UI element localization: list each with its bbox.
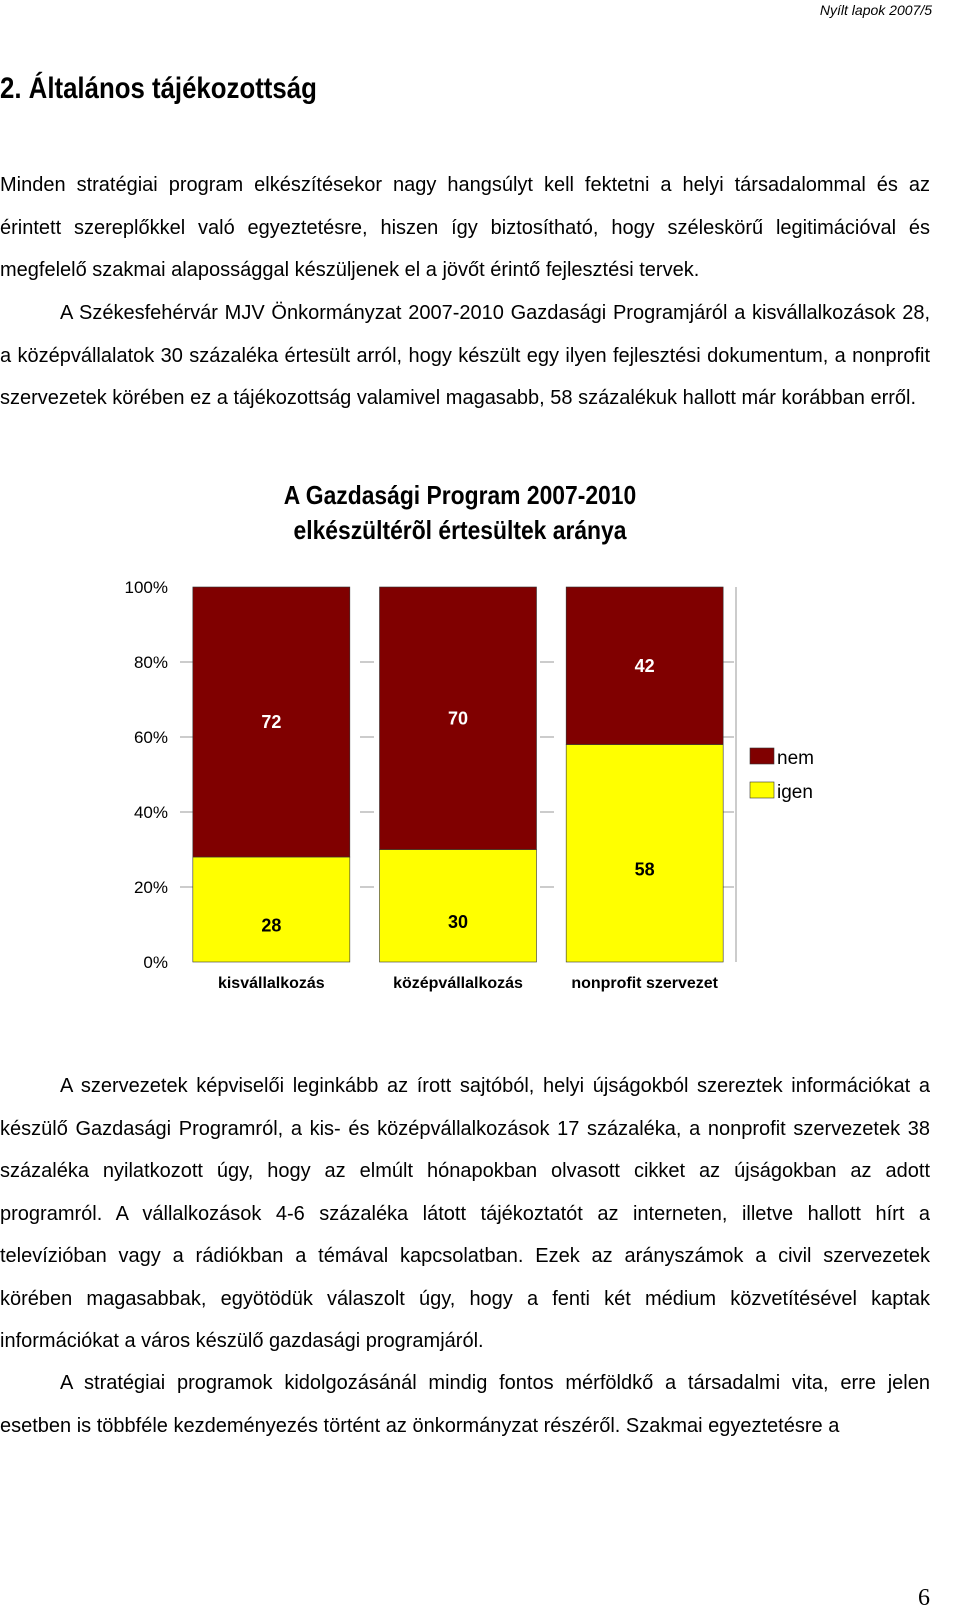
legend-swatch xyxy=(749,781,775,799)
x-category-label: nonprofit szervezet xyxy=(571,975,718,992)
awareness-stacked-bar-chart: A Gazdasági Program 2007-2010 elkészültér… xyxy=(125,482,814,992)
x-category-label: középvállalkozás xyxy=(393,975,523,992)
journal-issue-label: Nyílt lapok 2007/5 xyxy=(819,2,932,18)
bar-segment-nem xyxy=(565,586,724,745)
data-label: 42 xyxy=(635,656,655,676)
data-label: 70 xyxy=(448,708,468,728)
data-label: 28 xyxy=(261,916,281,936)
section-title: 2. Általános tájékozottság xyxy=(0,72,317,105)
bar-segment-igen xyxy=(192,856,351,963)
bar-segment-nem xyxy=(192,586,351,858)
legend-swatch xyxy=(749,747,775,765)
legend-label: nem xyxy=(777,748,814,769)
paragraph-awareness: A Székesfehérvár MJV Önkormányzat 2007-2… xyxy=(0,302,930,409)
paragraph-consultation: A stratégiai programok kidolgozásánál mi… xyxy=(0,1372,930,1437)
y-tick-label: 0% xyxy=(143,953,168,972)
bar-segment-igen xyxy=(379,849,537,963)
data-label: 72 xyxy=(261,712,281,732)
x-category-label: kisvállalkozás xyxy=(218,975,325,992)
data-label: 58 xyxy=(635,859,655,879)
y-tick-label: 60% xyxy=(134,728,168,747)
bar-segment-nem xyxy=(379,586,537,850)
y-tick-label: 40% xyxy=(134,803,168,822)
chart-title-line: elkészültérõl értesültek aránya xyxy=(294,517,627,546)
bar-segment-igen xyxy=(565,744,724,963)
page-number: 6 xyxy=(918,1585,930,1611)
chart-title-line: A Gazdasági Program 2007-2010 xyxy=(284,482,636,511)
y-tick-label: 100% xyxy=(125,578,168,597)
data-label: 30 xyxy=(448,912,468,932)
paragraph-intro: Minden stratégiai program elkészítésekor… xyxy=(0,174,930,281)
y-tick-label: 80% xyxy=(134,653,168,672)
paragraph-media-sources: A szervezetek képviselői leginkább az ír… xyxy=(0,1075,930,1352)
legend-label: igen xyxy=(777,782,813,803)
y-tick-label: 20% xyxy=(134,878,168,897)
